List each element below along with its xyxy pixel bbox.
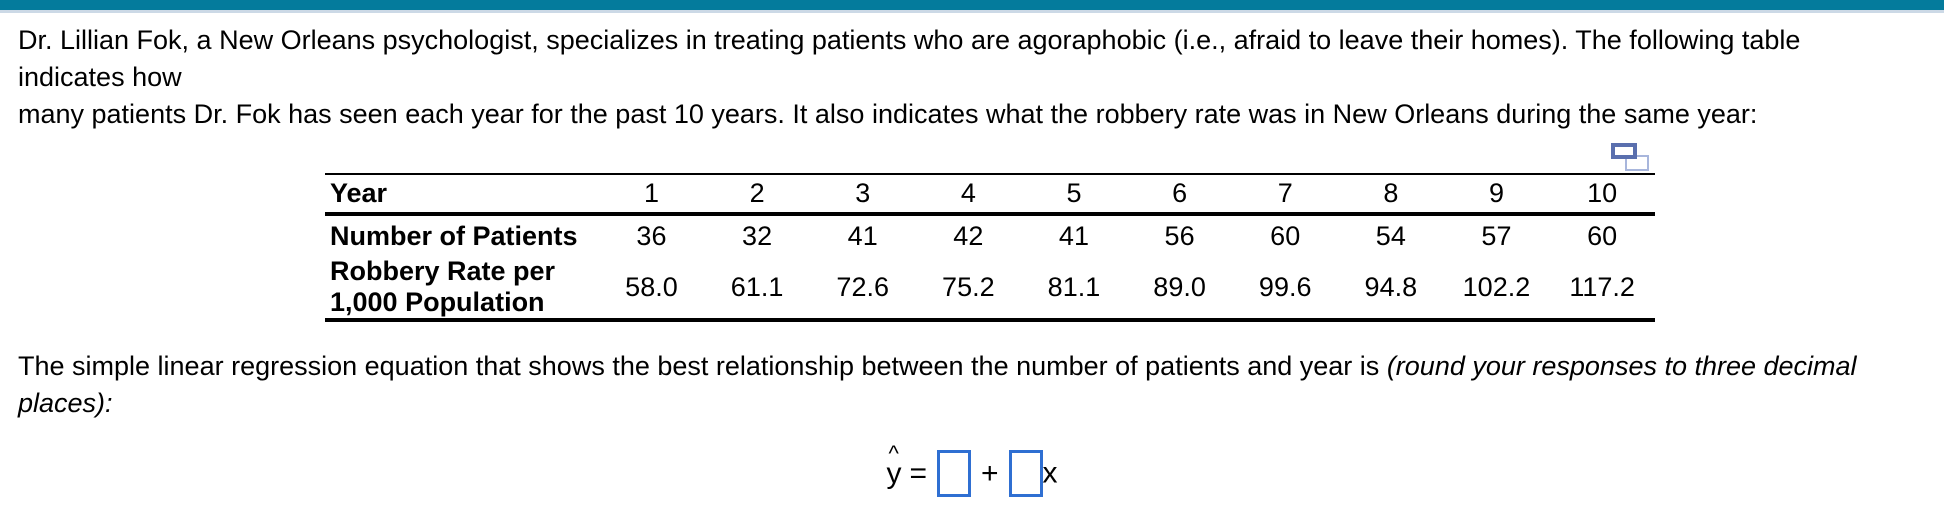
- y-hat-symbol: ^ y: [886, 441, 902, 491]
- patients-cell: 57: [1481, 220, 1512, 251]
- patients-cell: 32: [742, 220, 773, 251]
- question-text: The simple linear regression equation th…: [18, 348, 1914, 422]
- question-text-italic: (round your responses to three decimal p…: [18, 351, 1857, 418]
- slope-input[interactable]: [1008, 450, 1043, 497]
- robbery-label-line-2: 1,000 Population: [330, 287, 545, 317]
- patients-cell: 42: [953, 220, 984, 251]
- patients-cell: 41: [847, 220, 878, 251]
- year-cell: 4: [960, 178, 976, 208]
- hat-accent: ^: [888, 440, 899, 466]
- robbery-label-line-1: Robbery Rate per: [330, 256, 556, 286]
- year-cell: 3: [855, 178, 871, 208]
- robbery-cell: 102.2: [1462, 271, 1531, 302]
- intro-paragraph: Dr. Lillian Fok, a New Orleans psycholog…: [18, 22, 1914, 133]
- robbery-cell: 117.2: [1569, 271, 1635, 302]
- robbery-cell: 58.0: [625, 271, 678, 302]
- row-header-patients: Number of Patients: [330, 220, 578, 251]
- table-row-year: Year 1 2 3 4 5 6 7 8 9 10: [325, 174, 1655, 214]
- robbery-cell: 99.6: [1258, 271, 1312, 302]
- year-cell: 10: [1587, 178, 1618, 208]
- robbery-cell: 94.8: [1364, 271, 1418, 302]
- regression-equation: ^ y = + x: [0, 441, 1944, 497]
- intro-line-2: many patients Dr. Fok has seen each year…: [18, 99, 1758, 129]
- intro-line-1: Dr. Lillian Fok, a New Orleans psycholog…: [18, 25, 1801, 92]
- copy-table-icon[interactable]: [1611, 143, 1649, 171]
- robbery-cell: 81.1: [1047, 271, 1101, 302]
- year-cell: 2: [749, 178, 765, 208]
- patients-cell: 36: [636, 220, 667, 251]
- year-cell: 7: [1277, 178, 1293, 208]
- intercept-input[interactable]: [937, 450, 971, 497]
- top-accent-bar-edge: [0, 10, 1944, 13]
- year-cell: 9: [1488, 178, 1504, 208]
- table-row-patients: Number of Patients 36 32 41 42 41 56 60 …: [325, 214, 1655, 256]
- equals-sign: =: [909, 456, 927, 490]
- patients-cell: 60: [1270, 220, 1301, 251]
- patients-cell: 54: [1375, 220, 1406, 251]
- row-header-year: Year: [330, 178, 388, 208]
- x-symbol: x: [1042, 456, 1058, 490]
- robbery-cell: 75.2: [942, 271, 995, 302]
- year-cell: 6: [1172, 178, 1188, 208]
- year-cell: 5: [1066, 178, 1082, 208]
- patients-cell: 41: [1058, 220, 1089, 251]
- robbery-cell: 72.6: [836, 271, 889, 302]
- year-cell: 1: [643, 178, 659, 208]
- robbery-cell: 89.0: [1153, 271, 1206, 302]
- table-row-robbery-rate: Robbery Rate per 1,000 Population 58.0 6…: [325, 256, 1655, 320]
- plus-sign: +: [981, 456, 999, 490]
- year-cell: 8: [1383, 178, 1399, 208]
- top-accent-bar: [0, 0, 1944, 10]
- patients-cell: 56: [1164, 220, 1195, 251]
- data-table-area: Year 1 2 3 4 5 6 7 8 9 10 Number of Pati…: [325, 143, 1655, 322]
- y-letter: y: [886, 456, 902, 490]
- question-text-normal: The simple linear regression equation th…: [18, 351, 1387, 381]
- robbery-cell: 61.1: [730, 271, 784, 302]
- copy-icon-front-rect: [1611, 143, 1637, 159]
- copy-icon-back-rect: [1625, 155, 1649, 171]
- patients-robbery-table: Year 1 2 3 4 5 6 7 8 9 10 Number of Pati…: [325, 173, 1655, 322]
- row-header-robbery-rate: Robbery Rate per 1,000 Population: [325, 256, 599, 320]
- patients-cell: 60: [1587, 220, 1618, 251]
